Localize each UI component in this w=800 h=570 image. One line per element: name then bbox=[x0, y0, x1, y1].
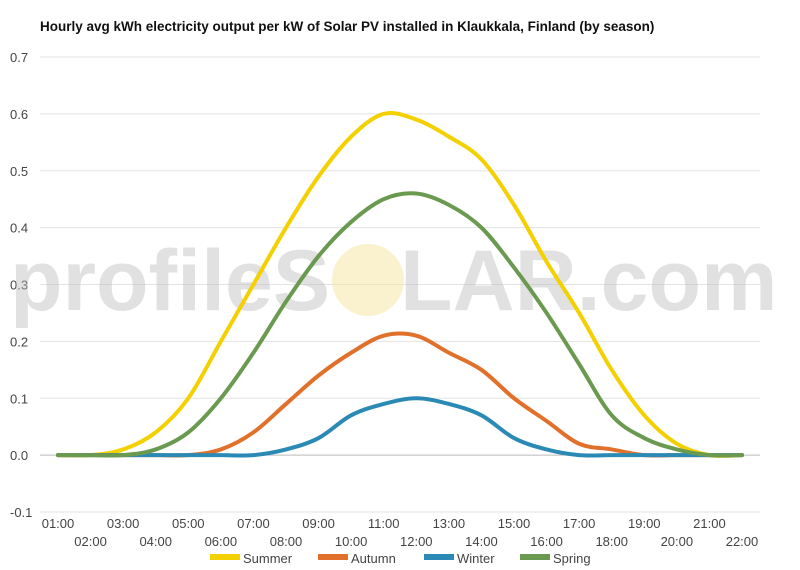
legend-swatch-summer bbox=[210, 554, 240, 560]
x-tick-label: 13:00 bbox=[433, 516, 466, 531]
watermark-text-right: LAR.com bbox=[400, 233, 777, 329]
series-line-spring bbox=[56, 191, 744, 458]
x-tick-label: 12:00 bbox=[400, 534, 433, 549]
x-tick-label: 21:00 bbox=[693, 516, 726, 531]
y-tick-label: 0.6 bbox=[10, 107, 28, 122]
legend-label-winter: Winter bbox=[457, 551, 495, 566]
y-tick-label: -0.1 bbox=[10, 505, 32, 520]
x-tick-label: 20:00 bbox=[661, 534, 694, 549]
series-lines bbox=[56, 111, 744, 458]
x-tick-label: 08:00 bbox=[270, 534, 303, 549]
series-line-winter bbox=[56, 396, 744, 458]
x-tick-label: 06:00 bbox=[205, 534, 238, 549]
x-tick-label: 10:00 bbox=[335, 534, 368, 549]
legend-label-spring: Spring bbox=[553, 551, 591, 566]
watermark-sun-icon bbox=[332, 244, 404, 316]
legend-label-summer: Summer bbox=[243, 551, 293, 566]
y-axis-ticks: -0.1 0.0 0.1 0.2 0.3 0.4 0.5 0.6 0.7 bbox=[10, 50, 32, 520]
y-tick-label: 0.3 bbox=[10, 278, 28, 293]
chart-title: Hourly avg kWh electricity output per kW… bbox=[40, 19, 655, 34]
legend-swatch-autumn bbox=[318, 554, 348, 560]
x-tick-label: 14:00 bbox=[465, 534, 498, 549]
x-tick-label: 19:00 bbox=[628, 516, 661, 531]
x-tick-label: 07:00 bbox=[237, 516, 270, 531]
series-line-summer bbox=[56, 111, 744, 458]
legend-swatch-winter bbox=[424, 554, 454, 560]
legend-swatch-spring bbox=[520, 554, 550, 560]
x-tick-label: 17:00 bbox=[563, 516, 596, 531]
x-tick-label: 03:00 bbox=[107, 516, 140, 531]
y-tick-label: 0.0 bbox=[10, 448, 28, 463]
x-tick-label: 04:00 bbox=[139, 534, 172, 549]
x-tick-label: 02:00 bbox=[74, 534, 107, 549]
legend-label-autumn: Autumn bbox=[351, 551, 396, 566]
x-tick-label: 15:00 bbox=[498, 516, 531, 531]
x-tick-label: 18:00 bbox=[595, 534, 628, 549]
y-tick-label: 0.2 bbox=[10, 334, 28, 349]
x-tick-label: 22:00 bbox=[726, 534, 759, 549]
y-tick-label: 0.5 bbox=[10, 164, 28, 179]
x-tick-label: 09:00 bbox=[302, 516, 335, 531]
x-tick-label: 01:00 bbox=[42, 516, 75, 531]
y-tick-label: 0.1 bbox=[10, 391, 28, 406]
x-tick-label: 05:00 bbox=[172, 516, 205, 531]
y-tick-label: 0.4 bbox=[10, 221, 28, 236]
watermark: profileS LAR.com bbox=[10, 233, 777, 329]
watermark-text-left: profileS bbox=[10, 233, 330, 329]
y-tick-label: 0.7 bbox=[10, 50, 28, 65]
x-tick-label: 16:00 bbox=[530, 534, 563, 549]
legend: Summer Autumn Winter Spring bbox=[210, 551, 591, 566]
x-tick-label: 11:00 bbox=[368, 516, 400, 531]
